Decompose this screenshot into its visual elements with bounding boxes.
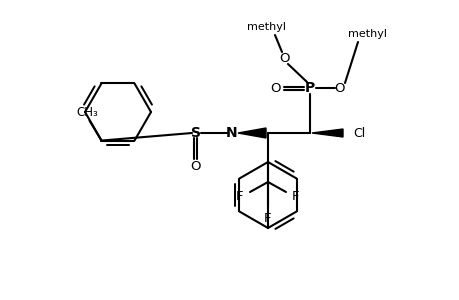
Text: F: F xyxy=(263,212,271,224)
Text: P: P xyxy=(304,81,314,95)
Text: O: O xyxy=(279,52,290,64)
Polygon shape xyxy=(311,129,342,137)
Text: Cl: Cl xyxy=(352,127,364,140)
Text: O: O xyxy=(334,82,345,94)
Text: S: S xyxy=(190,126,201,140)
Text: methyl: methyl xyxy=(348,29,386,39)
Polygon shape xyxy=(237,128,265,138)
Text: O: O xyxy=(190,160,201,172)
Text: F: F xyxy=(291,190,299,202)
Text: N: N xyxy=(226,126,237,140)
Text: CH₃: CH₃ xyxy=(77,106,98,119)
Text: O: O xyxy=(270,82,280,94)
Text: methyl: methyl xyxy=(247,22,286,32)
Text: F: F xyxy=(236,190,243,202)
